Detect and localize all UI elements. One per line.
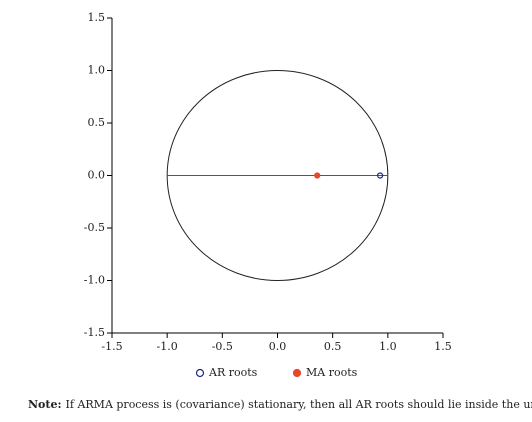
x-tick-label: 1.0 [379,340,397,353]
x-tick-label: 0.5 [324,340,342,353]
y-tick-label: 0.5 [88,116,106,129]
root-point [314,172,321,179]
x-tick-label: -0.5 [212,340,233,353]
legend-marker [292,368,302,378]
x-tick-label: 0.0 [269,340,287,353]
y-tick-label: -1.5 [84,326,105,339]
legend-label: AR roots [208,366,258,379]
x-tick-label: 1.5 [434,340,452,353]
x-tick-label: -1.0 [157,340,178,353]
y-tick-label: -0.5 [84,221,105,234]
root-point [377,172,384,179]
legend-marker [195,368,205,378]
y-tick-label: 1.5 [88,11,106,24]
x-tick-label: -1.5 [101,340,122,353]
legend-label: MA roots [306,366,358,379]
y-tick-label: 0.0 [88,169,106,182]
note-text: If ARMA process is (covariance) stationa… [66,398,532,411]
y-tick-label: 1.0 [88,64,106,77]
y-tick-label: -1.0 [84,274,105,287]
note-label: Note: [28,398,62,411]
note: Note: If ARMA process is (covariance) sta… [28,398,532,411]
